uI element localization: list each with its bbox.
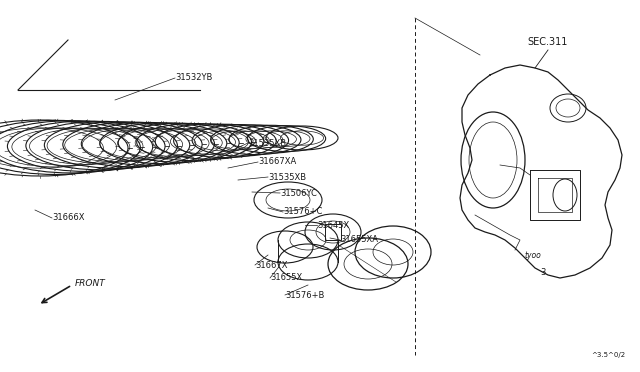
- Text: 31532YB: 31532YB: [175, 74, 212, 83]
- Text: SEC.311: SEC.311: [528, 37, 568, 47]
- Text: 31576+B: 31576+B: [285, 291, 324, 299]
- Text: 31645X: 31645X: [317, 221, 349, 230]
- Text: 31667XA: 31667XA: [258, 157, 296, 167]
- Text: 31666X: 31666X: [52, 214, 84, 222]
- Text: 31506YC: 31506YC: [280, 189, 317, 198]
- Text: ^3.5^0/2: ^3.5^0/2: [591, 352, 625, 358]
- Text: 31655X: 31655X: [270, 273, 302, 282]
- Text: 31535XB: 31535XB: [268, 173, 306, 182]
- Bar: [325, 224, 341, 240]
- Text: 31535XB: 31535XB: [248, 138, 286, 148]
- Text: 31576+C: 31576+C: [283, 208, 323, 217]
- Text: 31667X: 31667X: [255, 260, 287, 269]
- Text: 31655XA: 31655XA: [340, 235, 378, 244]
- Text: 3: 3: [540, 268, 545, 277]
- Text: tyoo: tyoo: [525, 251, 541, 260]
- Text: FRONT: FRONT: [75, 279, 106, 289]
